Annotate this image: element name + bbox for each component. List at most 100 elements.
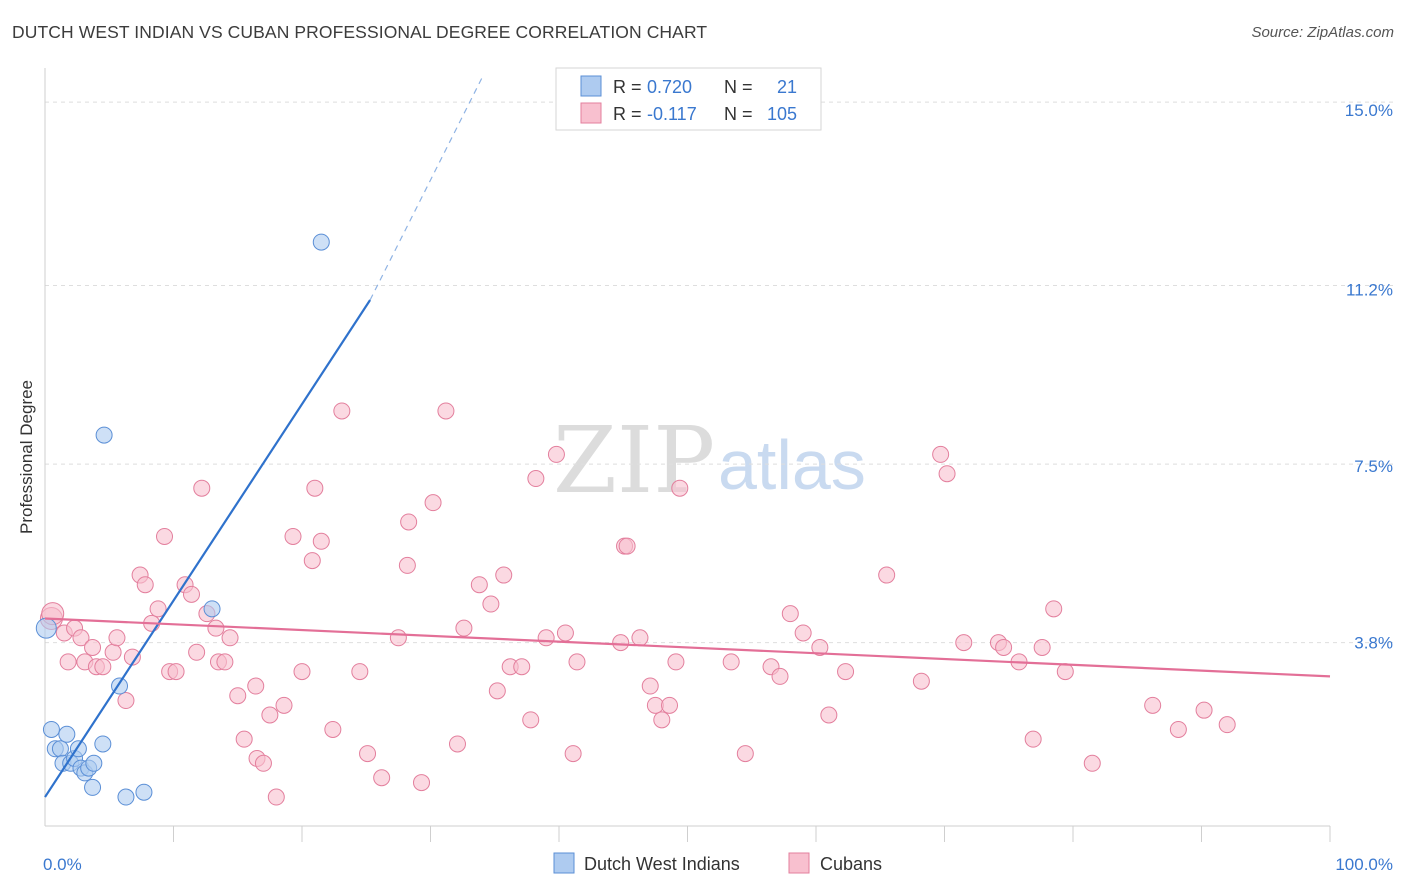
cuban-point-32 (247, 677, 265, 695)
cuban-point-76 (661, 696, 679, 714)
cuban-point-73 (641, 677, 659, 695)
cuban-point-26 (207, 619, 225, 637)
dutch-west-indian-point-13 (85, 754, 103, 772)
cuban-point-78 (671, 479, 689, 497)
cuban-point-91 (938, 465, 956, 483)
cuban-point-24 (193, 479, 211, 497)
tick-labels: 15.0% 11.2% 7.5% 3.8% 0.0% 100.0% (43, 101, 1393, 874)
axes (44, 68, 1331, 842)
cuban-point-12 (117, 692, 135, 710)
cuban-point-65 (547, 445, 565, 463)
cuban-point-53 (437, 402, 455, 420)
dutch-west-indians-trend-line (44, 299, 372, 798)
cuban-point-85 (811, 638, 829, 656)
dutch-west-indian-point-19 (203, 600, 221, 618)
cuban-point-49 (398, 556, 416, 574)
cuban-point-44 (333, 402, 351, 420)
cuban-point-42 (312, 532, 330, 550)
cuban-point-101 (1144, 696, 1162, 714)
gridlines (45, 101, 1395, 644)
cuban-point-74 (646, 696, 664, 714)
cuban-point-55 (455, 619, 473, 637)
cuban-point-69 (612, 634, 630, 652)
cuban-point-88 (878, 566, 896, 584)
cuban-point-48 (389, 629, 407, 647)
cuban-point-5 (72, 629, 90, 647)
y-axis-label: Professional Degree (17, 380, 36, 534)
cuban-point-10 (104, 643, 122, 661)
stats-n-label-blue: N = (724, 77, 753, 97)
cuban-point-92 (955, 634, 973, 652)
stats-n-label-pink: N = (724, 104, 753, 124)
stats-swatch-blue (580, 75, 602, 97)
cuban-point-54 (448, 735, 466, 753)
dutch-west-indians-points (35, 233, 330, 806)
watermark-atlas: atlas (718, 426, 866, 504)
cubans-points (39, 402, 1236, 806)
cuban-point-50 (400, 513, 418, 531)
legend-label-dutch-west-indians: Dutch West Indians (584, 854, 740, 874)
cuban-point-18 (156, 527, 174, 545)
cuban-point-51 (413, 774, 431, 792)
cubans-trend-line (44, 617, 1331, 678)
trend-lines (44, 77, 1331, 798)
y-tick-label-2: 7.5% (1354, 457, 1393, 476)
dutch-west-indian-point-14 (94, 735, 112, 753)
dutch-west-indian-point-3 (51, 740, 69, 758)
dutch-west-indian-point-1 (42, 720, 60, 738)
stats-n-value-pink: 105 (767, 104, 797, 124)
stats-r-label-pink: R = (613, 104, 642, 124)
cuban-point-20 (167, 663, 185, 681)
cuban-point-56 (470, 576, 488, 594)
cuban-point-46 (359, 745, 377, 763)
cuban-point-103 (1195, 701, 1213, 719)
cuban-point-67 (564, 745, 582, 763)
dutch-west-indian-point-18 (135, 783, 153, 801)
stats-n-value-blue: 21 (777, 77, 797, 97)
cuban-point-47 (373, 769, 391, 787)
y-tick-label-3: 3.8% (1354, 634, 1393, 653)
cuban-point-104 (1218, 716, 1236, 734)
cuban-point-89 (912, 672, 930, 690)
cuban-point-82 (771, 667, 789, 685)
cuban-point-87 (837, 663, 855, 681)
cuban-point-29 (221, 629, 239, 647)
cuban-point-80 (736, 745, 754, 763)
cuban-point-83 (781, 605, 799, 623)
cuban-point-86 (820, 706, 838, 724)
dutch-west-indian-point-0 (35, 617, 57, 639)
cuban-point-7 (84, 638, 102, 656)
cuban-point-9 (94, 658, 112, 676)
cuban-point-84 (794, 624, 812, 642)
legend-swatch-cubans (788, 852, 810, 874)
cuban-point-71 (618, 537, 636, 555)
x-tick-label-1: 100.0% (1335, 855, 1393, 874)
cuban-point-62 (522, 711, 540, 729)
dutch-west-indian-point-15 (95, 426, 113, 444)
cuban-point-59 (495, 566, 513, 584)
watermark-zip: ZIP (553, 407, 715, 514)
stats-legend: R = 0.720 N = 21 R = -0.117 N = 105 (555, 67, 822, 131)
cuban-point-98 (1045, 600, 1063, 618)
cuban-point-41 (306, 479, 324, 497)
dutch-west-indian-point-20 (312, 233, 330, 251)
cuban-point-68 (568, 653, 586, 671)
cuban-point-52 (424, 494, 442, 512)
series-legend: Dutch West Indians Cubans (553, 852, 882, 874)
cuban-point-40 (303, 552, 321, 570)
cuban-point-90 (932, 445, 950, 463)
cuban-point-35 (261, 706, 279, 724)
cuban-point-43 (324, 720, 342, 738)
cuban-point-31 (235, 730, 253, 748)
y-tick-label-0: 15.0% (1345, 101, 1393, 120)
cuban-point-28 (216, 653, 234, 671)
cuban-point-72 (631, 629, 649, 647)
cuban-point-66 (556, 624, 574, 642)
cuban-point-77 (667, 653, 685, 671)
cuban-point-96 (1024, 730, 1042, 748)
stats-r-label-blue: R = (613, 77, 642, 97)
cuban-point-38 (284, 527, 302, 545)
stats-r-value-blue: 0.720 (647, 77, 692, 97)
cuban-point-37 (275, 696, 293, 714)
cuban-point-34 (254, 754, 272, 772)
